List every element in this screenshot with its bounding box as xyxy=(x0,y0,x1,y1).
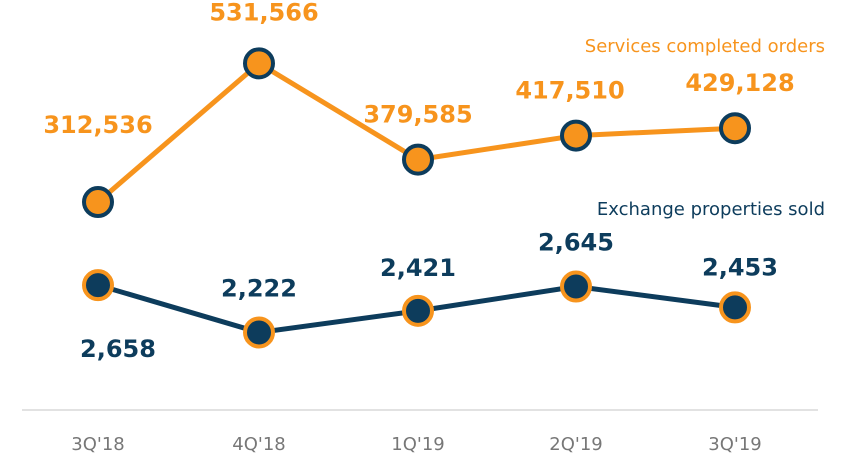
point xyxy=(82,269,114,302)
point xyxy=(719,291,751,324)
value-label: 531,566 xyxy=(209,0,318,26)
value-label: 2,658 xyxy=(80,335,156,363)
value-label: 429,128 xyxy=(685,69,794,97)
series-label: Services completed orders xyxy=(585,36,825,57)
value-label: 2,645 xyxy=(538,229,614,257)
x-tick-label: 4Q'18 xyxy=(232,434,285,455)
x-tick-label: 1Q'19 xyxy=(391,434,444,455)
series-label: Exchange properties sold xyxy=(597,199,825,220)
value-label: 417,510 xyxy=(515,77,624,105)
value-label: 2,421 xyxy=(380,254,456,282)
point xyxy=(243,47,275,80)
value-label: 2,222 xyxy=(221,274,297,302)
point xyxy=(402,294,434,327)
point xyxy=(243,316,275,349)
point xyxy=(560,270,592,303)
value-label: 2,453 xyxy=(702,253,778,281)
point xyxy=(719,112,751,145)
x-tick-label: 2Q'19 xyxy=(549,434,602,455)
value-label: 312,536 xyxy=(43,111,152,139)
x-tick-label: 3Q'18 xyxy=(71,434,124,455)
value-label: 379,585 xyxy=(363,101,472,129)
series-line xyxy=(96,60,736,204)
point xyxy=(560,119,592,152)
point xyxy=(82,186,114,219)
x-tick-label: 3Q'19 xyxy=(708,434,761,455)
point xyxy=(402,143,434,176)
